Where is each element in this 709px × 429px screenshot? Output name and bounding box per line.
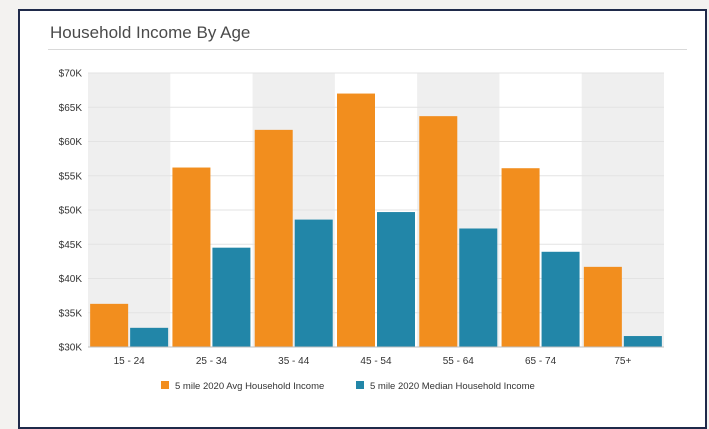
y-tick-label: $35K bbox=[59, 308, 83, 319]
bar-avg-income bbox=[90, 303, 129, 347]
bar-median-income bbox=[377, 212, 415, 347]
chart-title: Household Income By Age bbox=[50, 23, 251, 42]
title-divider bbox=[48, 49, 687, 50]
bar-median-income bbox=[294, 219, 333, 347]
x-tick-label: 35 - 44 bbox=[278, 356, 310, 367]
x-tick-label: 55 - 64 bbox=[443, 356, 475, 367]
y-tick-label: $65K bbox=[59, 103, 83, 114]
bar-median-income bbox=[541, 251, 580, 347]
legend-item-avg-income[interactable]: 5 mile 2020 Avg Household Income bbox=[175, 381, 324, 392]
y-tick-label: $40K bbox=[59, 274, 83, 285]
y-tick-label: $30K bbox=[59, 343, 83, 354]
bar-avg-income bbox=[501, 168, 540, 347]
x-tick-label: 45 - 54 bbox=[360, 356, 392, 367]
bar-avg-income bbox=[583, 266, 622, 347]
y-tick-label: $50K bbox=[59, 206, 83, 217]
bar-median-income bbox=[459, 228, 498, 347]
x-tick-label: 15 - 24 bbox=[114, 356, 146, 367]
bar-avg-income bbox=[172, 167, 211, 347]
y-tick-label: $45K bbox=[59, 240, 83, 251]
x-tick-label: 25 - 34 bbox=[196, 356, 228, 367]
y-tick-label: $60K bbox=[59, 137, 83, 148]
legend-item-median-income[interactable]: 5 mile 2020 Median Household Income bbox=[370, 381, 535, 392]
bar-chart: $30K $35K $40K $45K $50K $55K $60K $65K $70K 15 -… bbox=[59, 69, 664, 392]
bar-median-income bbox=[212, 247, 251, 347]
bar-avg-income bbox=[337, 93, 375, 347]
bar-median-income bbox=[130, 327, 169, 347]
y-tick-label: $70K bbox=[59, 69, 83, 80]
bar-median-income bbox=[623, 336, 662, 347]
legend-swatch bbox=[161, 381, 169, 389]
x-tick-label: 65 - 74 bbox=[525, 356, 557, 367]
x-tick-label: 75+ bbox=[614, 356, 631, 367]
legend-swatch bbox=[356, 381, 364, 389]
y-tick-label: $55K bbox=[59, 171, 83, 182]
bar-avg-income bbox=[419, 116, 458, 347]
bar-avg-income bbox=[254, 129, 293, 347]
